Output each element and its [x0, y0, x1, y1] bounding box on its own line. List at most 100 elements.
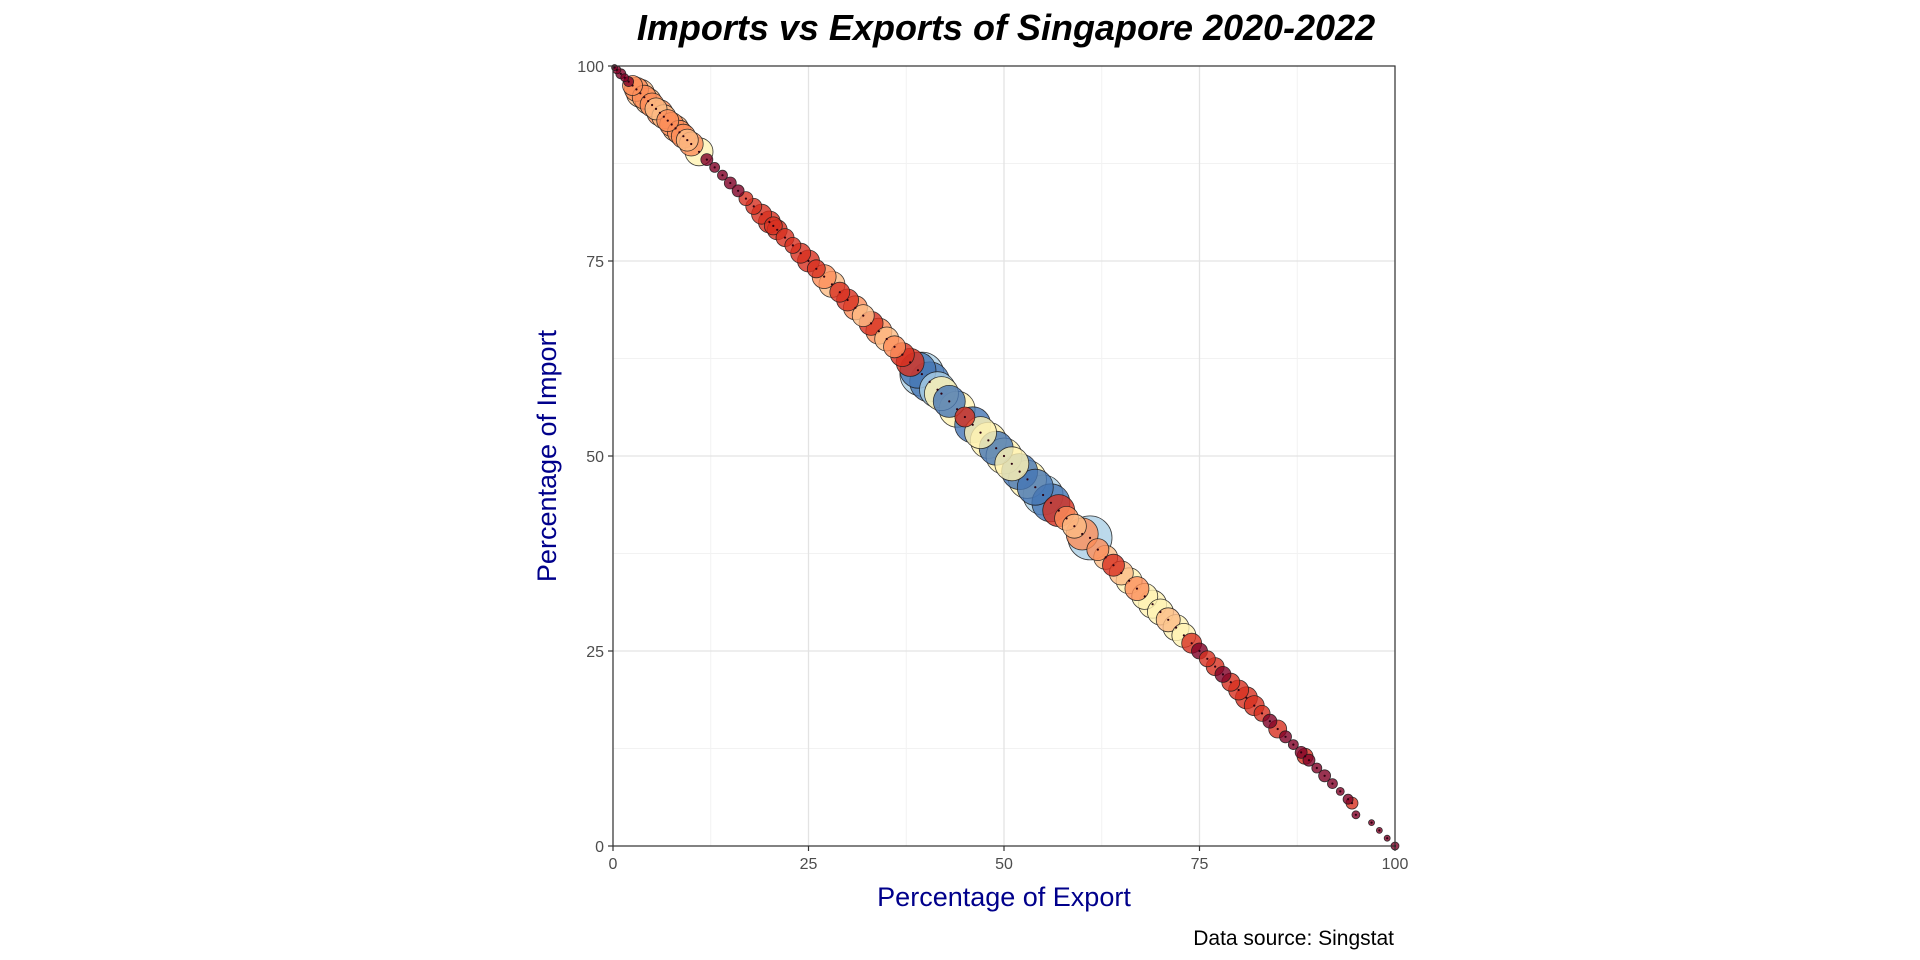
plot-area: [611, 64, 1400, 851]
data-point-center: [752, 205, 755, 208]
data-point-center: [682, 135, 685, 138]
data-point-center: [1221, 673, 1225, 676]
data-point-center: [862, 314, 865, 317]
y-tick-label: 75: [586, 254, 604, 271]
data-point-center: [1088, 536, 1092, 540]
data-point-center: [670, 123, 673, 126]
data-point-center: [744, 197, 748, 200]
data-point-center: [1284, 735, 1287, 738]
y-tick-label: 50: [586, 449, 604, 466]
data-point-center: [846, 298, 849, 302]
data-point-center: [936, 388, 939, 391]
data-point-center: [1350, 802, 1354, 805]
data-point-center: [1331, 782, 1334, 785]
data-point-center: [1354, 813, 1357, 816]
data-point-center: [760, 213, 763, 216]
x-tick-label: 50: [995, 856, 1013, 873]
data-point-center: [678, 131, 681, 134]
data-point-center: [823, 275, 826, 278]
data-point-center: [1010, 462, 1013, 465]
data-point-center: [807, 259, 810, 263]
data-point-center: [643, 96, 646, 99]
data-point-center: [1229, 681, 1232, 684]
data-point-center: [987, 439, 990, 442]
data-point-center: [666, 119, 669, 122]
data-point-center: [658, 111, 662, 114]
y-axis-title: Percentage of Import: [532, 329, 562, 582]
data-point-center: [971, 423, 974, 426]
data-point-center: [1370, 821, 1373, 824]
data-point-center: [1159, 610, 1162, 614]
data-point-center: [1065, 517, 1068, 520]
data-point-center: [713, 166, 716, 169]
data-point-center: [1268, 720, 1271, 723]
x-tick-label: 25: [800, 856, 818, 873]
data-point-center: [916, 369, 920, 372]
data-point-center: [1034, 486, 1037, 489]
data-point-center: [1026, 478, 1029, 481]
data-point-center: [697, 150, 701, 153]
data-point-center: [1190, 642, 1193, 645]
data-point-center: [940, 392, 943, 395]
data-point-center: [1104, 556, 1107, 559]
data-point-center: [651, 103, 654, 107]
data-point-center: [928, 380, 931, 383]
data-point-center: [772, 224, 775, 227]
data-point-center: [729, 181, 732, 185]
data-point-center: [1151, 603, 1154, 606]
x-axis: 0 25 50 75 100: [609, 846, 1409, 873]
data-point-center: [686, 139, 689, 142]
data-point-center: [893, 345, 896, 348]
data-point-center: [1112, 564, 1115, 567]
data-point-center: [1174, 626, 1178, 629]
data-point-center: [1214, 665, 1217, 668]
data-point-center: [1081, 532, 1084, 536]
x-tick-label: 100: [1382, 856, 1409, 873]
data-point-center: [662, 115, 665, 118]
data-point-center: [1002, 454, 1006, 458]
data-point-center: [768, 220, 771, 224]
data-point-center: [1096, 548, 1099, 551]
data-point-center: [830, 283, 834, 286]
data-point-center: [1018, 470, 1021, 473]
data-point-center: [1198, 649, 1201, 653]
data-point-center: [799, 252, 802, 255]
data-point-center: [791, 244, 794, 247]
data-point-center: [1042, 493, 1045, 497]
data-point-center: [1307, 759, 1311, 762]
data-point-center: [690, 142, 693, 146]
data-point-center: [613, 66, 616, 69]
data-point-center: [920, 373, 923, 376]
data-point-center: [1057, 509, 1060, 512]
data-point-center: [721, 174, 724, 177]
data-point-center: [647, 100, 650, 103]
data-point-center: [885, 337, 888, 341]
data-point-center: [1315, 766, 1318, 770]
data-point-center: [815, 267, 818, 270]
data-source-caption: Data source: Singstat: [1193, 927, 1394, 950]
data-point-center: [1276, 727, 1279, 731]
data-point-center: [1346, 798, 1350, 801]
data-point-center: [1292, 743, 1295, 746]
data-point-center: [1049, 501, 1053, 504]
data-point-center: [854, 306, 857, 309]
data-point-center: [963, 415, 967, 419]
data-point-center: [1300, 751, 1303, 754]
data-point-center: [1182, 634, 1185, 637]
data-point-center: [1167, 618, 1170, 621]
chart-title: Imports vs Exports of Singapore 2020-202…: [637, 7, 1375, 48]
data-point-center: [783, 236, 787, 239]
data-point-center: [635, 88, 638, 91]
data-point-center: [1073, 525, 1076, 528]
data-points: [611, 64, 1400, 851]
data-point-center: [877, 330, 880, 333]
data-point-center: [1253, 704, 1256, 707]
data-point-center: [1143, 595, 1146, 598]
data-point-center: [615, 68, 619, 71]
x-axis-title: Percentage of Export: [877, 882, 1131, 912]
data-point-center: [1323, 774, 1326, 777]
data-point-center: [1237, 688, 1240, 692]
y-tick-label: 0: [595, 839, 604, 856]
data-point-center: [776, 228, 779, 231]
